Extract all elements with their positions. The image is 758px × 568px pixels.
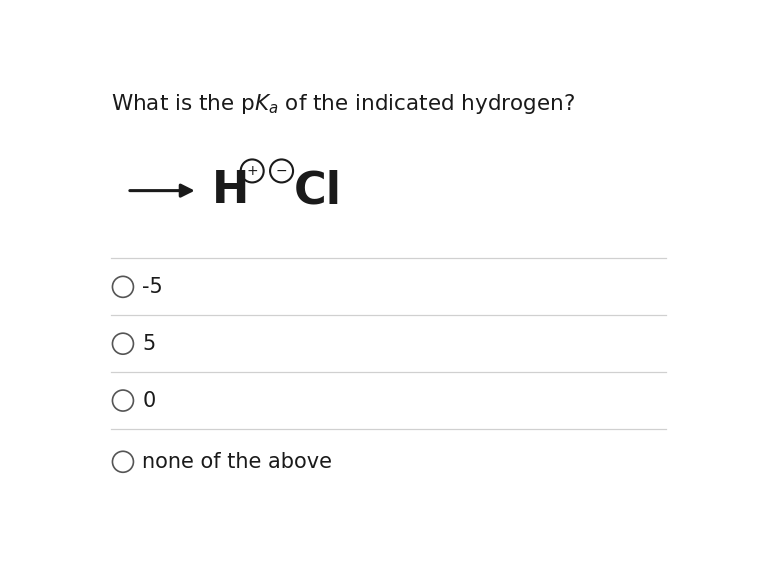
Text: +: +	[246, 164, 258, 178]
Text: 5: 5	[143, 333, 155, 354]
Text: −: −	[276, 164, 287, 178]
Text: 0: 0	[143, 391, 155, 411]
Text: H: H	[212, 169, 249, 212]
Text: none of the above: none of the above	[143, 452, 332, 472]
Text: Cl: Cl	[293, 169, 341, 212]
Text: -5: -5	[143, 277, 163, 297]
Text: What is the p$K_a$ of the indicated hydrogen?: What is the p$K_a$ of the indicated hydr…	[111, 92, 575, 116]
